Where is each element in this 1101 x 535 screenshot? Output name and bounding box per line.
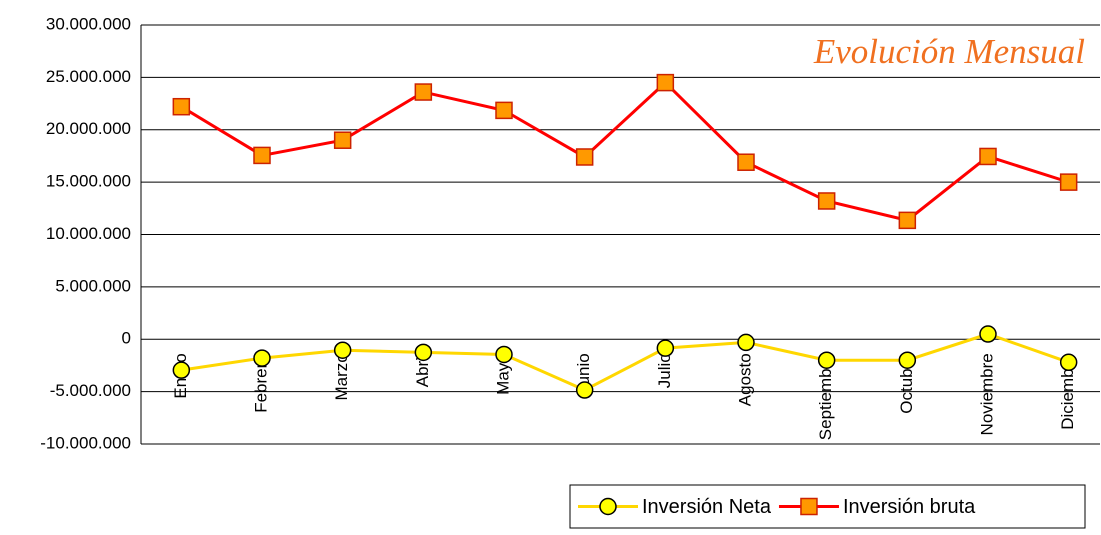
y-tick-label: 25.000.000 [46, 67, 131, 86]
legend: Inversión Neta Inversión bruta [569, 484, 1086, 529]
marker [656, 73, 675, 92]
x-tick-label: Diciembre [1058, 353, 1077, 430]
marker [979, 325, 997, 343]
marker [253, 349, 271, 367]
legend-label: Inversión bruta [843, 496, 976, 518]
marker [898, 211, 917, 230]
marker [414, 343, 433, 362]
marker [817, 351, 836, 369]
x-tick-label: Septiembre [816, 353, 835, 440]
y-tick-label: 15.000.000 [46, 172, 131, 191]
marker [575, 148, 594, 166]
marker [737, 153, 755, 171]
x-tick-label: Marzo [332, 353, 351, 400]
marker [495, 345, 513, 364]
marker [414, 83, 433, 101]
y-tick-label: 20.000.000 [46, 119, 131, 138]
legend-marker [800, 497, 818, 516]
y-tick-label: -10.000.000 [40, 433, 131, 452]
marker [979, 147, 997, 166]
y-tick-label: 10.000.000 [46, 224, 131, 243]
x-tick-label: Octubre [897, 353, 916, 413]
marker [253, 146, 271, 165]
y-tick-label: -5.000.000 [50, 381, 131, 400]
x-tick-label: Mayo [493, 353, 512, 395]
series-line [181, 332, 1070, 392]
chart-title: Evolución Mensual [813, 32, 1085, 71]
x-tick-label: Abril [413, 353, 432, 387]
x-tick-label: Febrero [251, 353, 270, 413]
x-tick-label: Noviembre [977, 353, 996, 435]
y-tick-label: 0 [122, 329, 131, 348]
x-tick-label: Agosto [735, 353, 754, 406]
marker [575, 381, 594, 399]
marker [817, 192, 836, 210]
marker [333, 131, 352, 149]
series-line [180, 80, 1070, 222]
marker [172, 361, 191, 379]
marker [656, 339, 675, 357]
marker [333, 341, 352, 359]
y-tick-label: 30.000.000 [46, 14, 131, 33]
legend-label: Inversión Neta [642, 496, 772, 518]
marker [898, 351, 917, 369]
marker [495, 101, 513, 120]
legend-marker [599, 497, 617, 516]
marker [1059, 353, 1078, 372]
marker [737, 333, 755, 352]
marker [172, 97, 191, 116]
y-tick-label: 5.000.000 [55, 276, 131, 295]
x-tick-label: Julio [655, 353, 674, 388]
marker [1059, 173, 1078, 191]
